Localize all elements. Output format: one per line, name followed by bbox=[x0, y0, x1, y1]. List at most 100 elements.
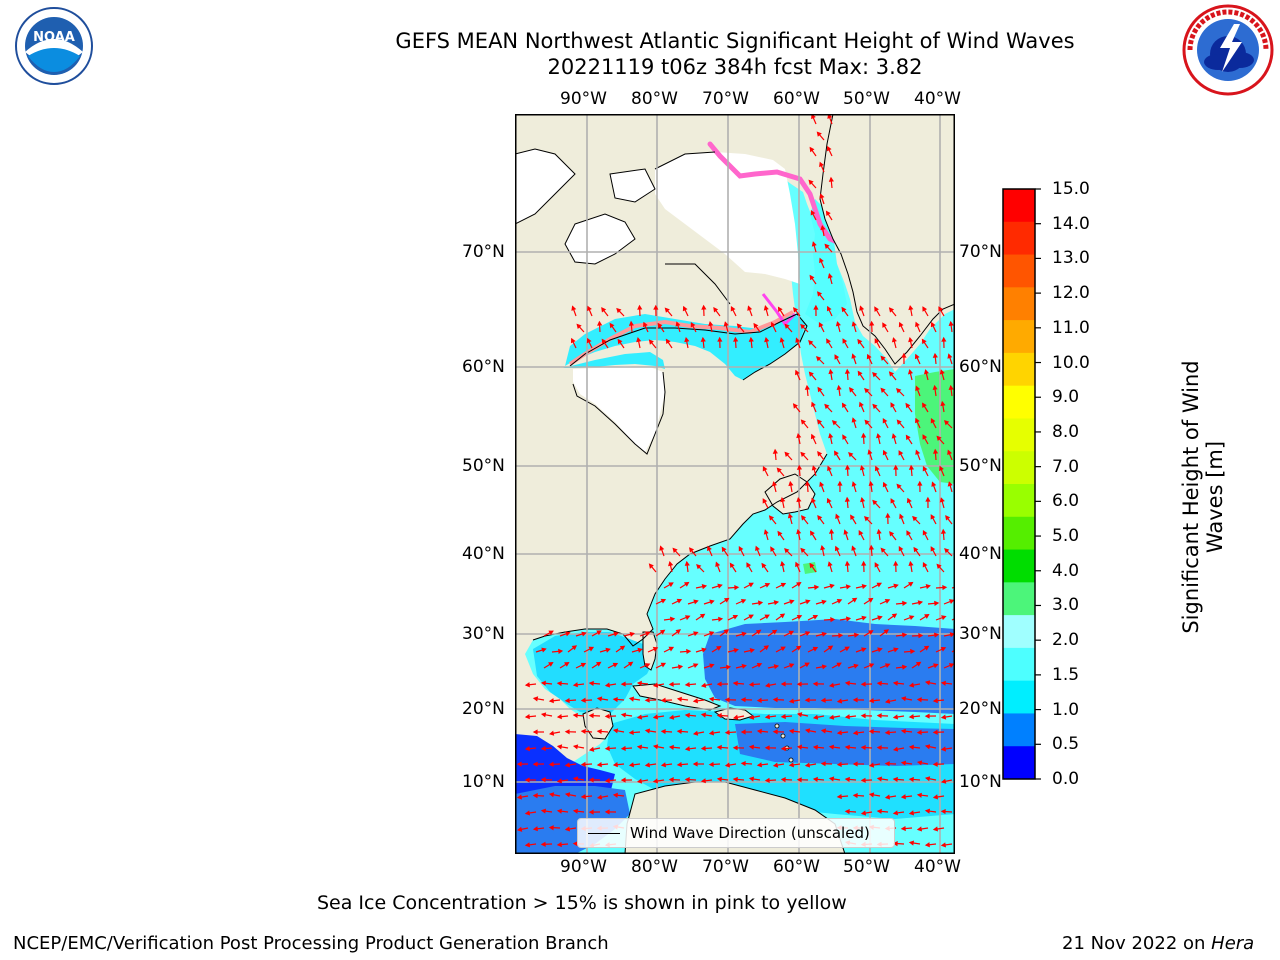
wind-wave-arrow-head bbox=[804, 697, 810, 703]
wind-wave-arrow-head bbox=[636, 778, 643, 784]
wind-wave-arrow-head bbox=[939, 465, 944, 472]
legend-line-icon bbox=[588, 832, 620, 834]
wind-wave-arrow-head bbox=[888, 371, 895, 377]
colorbar-block bbox=[1003, 516, 1035, 551]
wind-wave-arrow-head bbox=[796, 496, 802, 503]
wind-wave-arrow-head bbox=[693, 599, 699, 605]
wind-wave-arrow-head bbox=[947, 449, 953, 456]
wind-wave-arrow-head bbox=[844, 464, 851, 470]
wind-wave-arrow-head bbox=[800, 419, 806, 425]
wind-wave-arrow-head bbox=[601, 307, 607, 313]
wind-wave-arrow-head bbox=[837, 480, 843, 486]
ocean-trades-band bbox=[735, 722, 955, 766]
wind-wave-arrow-head bbox=[891, 613, 898, 619]
wind-wave-arrow-head bbox=[908, 336, 914, 343]
lon-label-top-60w: 60°W bbox=[773, 89, 820, 109]
wind-wave-arrow-head bbox=[548, 662, 554, 667]
wind-wave-arrow-head bbox=[699, 613, 706, 619]
wind-wave-arrow-head bbox=[844, 368, 851, 374]
wind-wave-arrow-head bbox=[756, 697, 762, 703]
noaa-logo: NOAA bbox=[15, 7, 93, 85]
colorbar-tick-label: 15.0 bbox=[1052, 179, 1090, 199]
wind-wave-arrow-head bbox=[876, 433, 882, 439]
wind-wave-arrow-head bbox=[636, 714, 643, 720]
wind-wave-arrow-head bbox=[883, 629, 890, 635]
wind-wave-arrow-head bbox=[596, 696, 603, 702]
wind-wave-arrow-head bbox=[748, 776, 755, 782]
wind-wave-arrow-head bbox=[548, 730, 555, 736]
wind-wave-arrow-head bbox=[571, 305, 577, 311]
wind-wave-arrow-head bbox=[612, 762, 618, 768]
wind-wave-arrow-head bbox=[811, 401, 816, 408]
wind-wave-arrow-head bbox=[889, 531, 895, 537]
colorbar-block bbox=[1003, 680, 1035, 714]
wind-wave-arrow-head bbox=[576, 323, 582, 330]
wind-wave-arrow-head bbox=[800, 547, 806, 554]
wind-wave-arrow-head bbox=[861, 615, 867, 621]
wind-wave-arrow-head bbox=[556, 680, 562, 687]
wind-wave-arrow-head bbox=[828, 776, 835, 782]
wind-wave-arrow-head bbox=[620, 745, 626, 752]
wind-wave-arrow-head bbox=[932, 826, 939, 832]
wind-wave-arrow-head bbox=[866, 353, 872, 360]
wind-wave-arrow-head bbox=[776, 467, 782, 473]
wind-wave-arrow-head bbox=[660, 662, 667, 668]
wind-wave-arrow-head bbox=[801, 515, 807, 521]
colorbar-tick-label: 1.0 bbox=[1052, 699, 1080, 720]
wind-wave-arrow-head bbox=[859, 465, 865, 471]
wind-wave-arrow-head bbox=[916, 729, 922, 735]
wind-wave-arrow-head bbox=[892, 776, 898, 783]
wind-wave-arrow-head bbox=[676, 696, 682, 702]
wind-wave-arrow-head bbox=[784, 323, 790, 329]
wind-wave-arrow-head bbox=[836, 698, 843, 704]
wind-wave-arrow-head bbox=[793, 307, 799, 313]
wind-wave-arrow-head bbox=[874, 562, 880, 568]
wind-wave-arrow-head bbox=[901, 352, 907, 358]
lon-label-top-70w: 70°W bbox=[702, 89, 749, 109]
wind-wave-arrow-head bbox=[901, 632, 908, 638]
wind-wave-arrow-head bbox=[882, 417, 888, 424]
wind-wave-arrow-head bbox=[826, 305, 832, 312]
wind-wave-arrow-head bbox=[708, 320, 714, 327]
wind-wave-arrow-head bbox=[796, 614, 803, 620]
wind-wave-arrow-head bbox=[858, 529, 864, 536]
wind-wave-arrow-head bbox=[595, 661, 602, 667]
wind-wave-arrow-head bbox=[716, 713, 722, 719]
wind-wave-arrow-head bbox=[684, 777, 690, 783]
wind-wave-arrow-head bbox=[796, 777, 802, 783]
wind-wave-arrow-head bbox=[796, 464, 803, 470]
wind-wave-arrow-head bbox=[732, 680, 738, 687]
wind-wave-arrow-head bbox=[748, 614, 754, 620]
wind-wave-arrow-head bbox=[859, 305, 865, 311]
wind-wave-arrows bbox=[516, 114, 955, 848]
wind-wave-arrow-head bbox=[648, 339, 654, 345]
wind-wave-arrow-head bbox=[740, 729, 746, 735]
coastline-arctic-islands bbox=[515, 148, 731, 305]
wind-wave-arrow-head bbox=[780, 560, 786, 567]
wind-wave-arrow-head bbox=[692, 698, 699, 704]
wind-wave-arrow-head bbox=[907, 581, 914, 587]
wind-wave-arrow-head bbox=[820, 544, 826, 551]
wind-wave-arrow-head bbox=[588, 746, 595, 752]
wind-wave-arrow-head bbox=[932, 698, 938, 704]
wind-wave-arrow-head bbox=[930, 321, 936, 328]
wind-wave-arrow-head bbox=[893, 560, 899, 566]
wind-wave-arrow-head bbox=[675, 321, 681, 327]
wind-wave-arrow-head bbox=[882, 322, 887, 328]
wind-wave-arrow-head bbox=[826, 338, 831, 344]
wind-wave-arrow-head bbox=[821, 599, 827, 605]
wind-wave-arrow-head bbox=[780, 777, 786, 783]
wind-wave-arrow-head bbox=[876, 582, 883, 588]
wind-wave-arrow-head bbox=[812, 776, 818, 782]
colorbar-tick-label: 6.0 bbox=[1052, 491, 1080, 512]
wind-wave-arrow-head bbox=[932, 794, 939, 800]
wind-wave-arrow-head bbox=[684, 615, 691, 621]
wind-wave-arrow-head bbox=[771, 629, 778, 635]
wind-wave-arrow-head bbox=[733, 647, 739, 654]
wind-wave-arrow-head bbox=[936, 563, 942, 570]
wind-wave-arrow-head bbox=[676, 761, 682, 768]
wind-wave-arrow-head bbox=[795, 337, 801, 343]
wind-wave-arrow-head bbox=[580, 662, 587, 668]
wind-wave-arrow-head bbox=[804, 662, 810, 668]
wind-wave-arrow-head bbox=[884, 794, 891, 800]
